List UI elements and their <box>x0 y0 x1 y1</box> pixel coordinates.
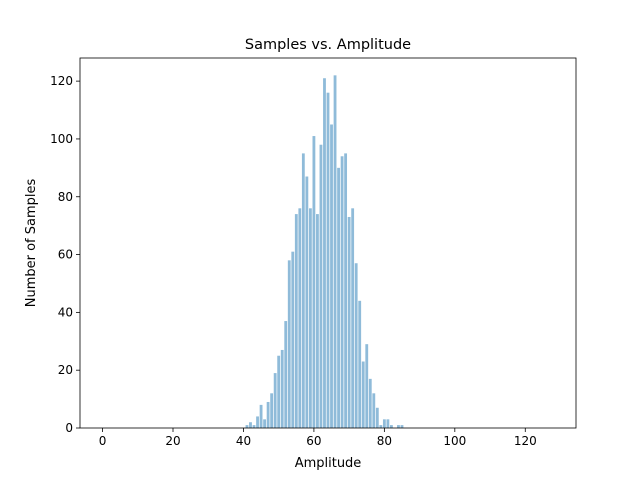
bar <box>326 92 330 428</box>
bar <box>337 167 340 428</box>
chart-title: Samples vs. Amplitude <box>245 37 411 53</box>
bar <box>252 425 256 428</box>
bar <box>351 208 355 428</box>
bar <box>330 124 333 428</box>
bar <box>312 136 316 429</box>
y-axis-label: Number of Samples <box>24 179 39 308</box>
y-tick-label: 120 <box>50 74 73 88</box>
bar <box>372 393 376 428</box>
bar <box>259 404 263 429</box>
bar <box>379 425 383 428</box>
x-tick-label: 60 <box>306 434 321 448</box>
bar <box>340 156 344 428</box>
x-tick-label: 120 <box>514 434 537 448</box>
bar <box>291 251 295 428</box>
y-tick-label: 20 <box>58 363 73 377</box>
y-tick-label: 100 <box>50 132 73 146</box>
bar <box>245 425 249 428</box>
bars-group <box>245 75 404 429</box>
bar <box>333 75 337 428</box>
bar <box>308 208 312 428</box>
bar <box>305 176 309 428</box>
plot-frame <box>79 57 577 429</box>
bar <box>397 425 400 428</box>
bar <box>386 419 390 428</box>
bar <box>375 407 379 428</box>
x-axis-label: Amplitude <box>295 456 362 471</box>
y-tick-label: 0 <box>65 421 73 435</box>
bar <box>249 422 252 428</box>
x-tick-label: 0 <box>99 434 107 448</box>
bar <box>390 425 393 428</box>
bar <box>294 214 298 428</box>
bar <box>273 373 277 428</box>
y-tick-label: 40 <box>58 305 73 319</box>
bar <box>358 300 362 428</box>
bar <box>266 401 270 428</box>
bar <box>287 260 291 428</box>
bar <box>319 144 323 428</box>
x-tick-label: 20 <box>165 434 180 448</box>
bar <box>347 216 351 428</box>
x-tick-label: 40 <box>236 434 251 448</box>
bar <box>368 378 372 428</box>
y-axis-ticks: 0 20 40 60 80 100 120 <box>50 74 80 435</box>
bar <box>316 214 319 428</box>
bar <box>256 416 259 428</box>
y-tick-label: 80 <box>58 190 73 204</box>
bar <box>354 263 358 428</box>
bar <box>344 153 348 428</box>
bar <box>361 361 365 428</box>
bar <box>263 419 266 428</box>
bar <box>323 78 326 428</box>
bar <box>301 153 305 428</box>
bar <box>400 425 404 428</box>
y-tick-label: 60 <box>58 248 73 262</box>
bar <box>298 208 302 428</box>
bar <box>382 419 386 428</box>
bar <box>280 349 284 428</box>
x-tick-label: 80 <box>377 434 392 448</box>
bar <box>270 393 274 428</box>
bar <box>284 321 288 428</box>
x-axis-ticks: 0 20 40 60 80 100 120 <box>99 428 537 448</box>
bar <box>365 344 369 428</box>
bar <box>277 355 281 428</box>
x-tick-label: 100 <box>443 434 466 448</box>
